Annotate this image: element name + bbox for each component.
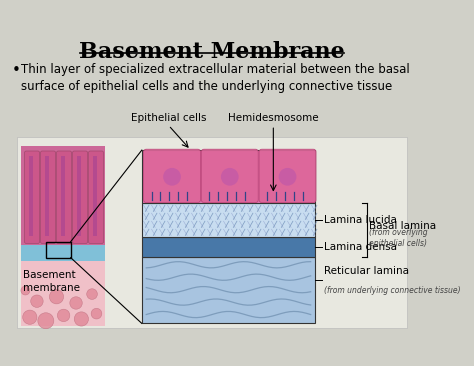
Bar bbox=[77, 156, 82, 236]
Text: Basement
membrane: Basement membrane bbox=[23, 270, 80, 293]
Bar bbox=[45, 156, 49, 236]
Circle shape bbox=[70, 297, 82, 309]
Bar bbox=[142, 237, 315, 257]
Circle shape bbox=[279, 168, 296, 186]
Text: Thin layer of specialized extracellular material between the basal
surface of ep: Thin layer of specialized extracellular … bbox=[21, 63, 410, 93]
Bar bbox=[21, 245, 105, 261]
Bar bbox=[46, 242, 71, 258]
Text: Hemidesmosome: Hemidesmosome bbox=[228, 113, 319, 123]
Circle shape bbox=[49, 290, 64, 304]
Circle shape bbox=[87, 289, 97, 299]
Bar bbox=[21, 146, 105, 245]
Text: (from underlying connective tissue): (from underlying connective tissue) bbox=[324, 286, 461, 295]
Bar bbox=[21, 261, 105, 326]
Circle shape bbox=[57, 309, 70, 322]
Circle shape bbox=[31, 295, 43, 307]
Bar bbox=[142, 257, 315, 324]
Circle shape bbox=[21, 286, 30, 295]
FancyBboxPatch shape bbox=[201, 149, 258, 202]
FancyBboxPatch shape bbox=[25, 151, 40, 243]
FancyBboxPatch shape bbox=[259, 149, 316, 202]
Text: Lamina lucida: Lamina lucida bbox=[324, 215, 397, 225]
Circle shape bbox=[163, 168, 181, 186]
Bar bbox=[142, 150, 315, 203]
Text: (from overlying
epithelial cells): (from overlying epithelial cells) bbox=[369, 228, 428, 248]
Text: Epithelial cells: Epithelial cells bbox=[131, 113, 206, 123]
Text: •: • bbox=[12, 63, 21, 78]
Bar bbox=[61, 156, 65, 236]
Circle shape bbox=[221, 168, 239, 186]
Circle shape bbox=[74, 312, 89, 326]
Bar bbox=[18, 137, 407, 328]
Text: Basal lamina: Basal lamina bbox=[369, 221, 437, 231]
Circle shape bbox=[23, 310, 37, 324]
Text: Reticular lamina: Reticular lamina bbox=[324, 266, 409, 276]
FancyBboxPatch shape bbox=[40, 151, 55, 243]
Text: Lamina densa: Lamina densa bbox=[324, 242, 397, 252]
Circle shape bbox=[38, 313, 54, 329]
Bar bbox=[93, 156, 97, 236]
FancyBboxPatch shape bbox=[56, 151, 72, 243]
FancyBboxPatch shape bbox=[89, 151, 104, 243]
FancyBboxPatch shape bbox=[144, 149, 201, 202]
FancyBboxPatch shape bbox=[73, 151, 88, 243]
Bar bbox=[142, 203, 315, 237]
Bar bbox=[29, 156, 33, 236]
Text: Basement Membrane: Basement Membrane bbox=[79, 41, 345, 63]
Circle shape bbox=[91, 308, 102, 319]
